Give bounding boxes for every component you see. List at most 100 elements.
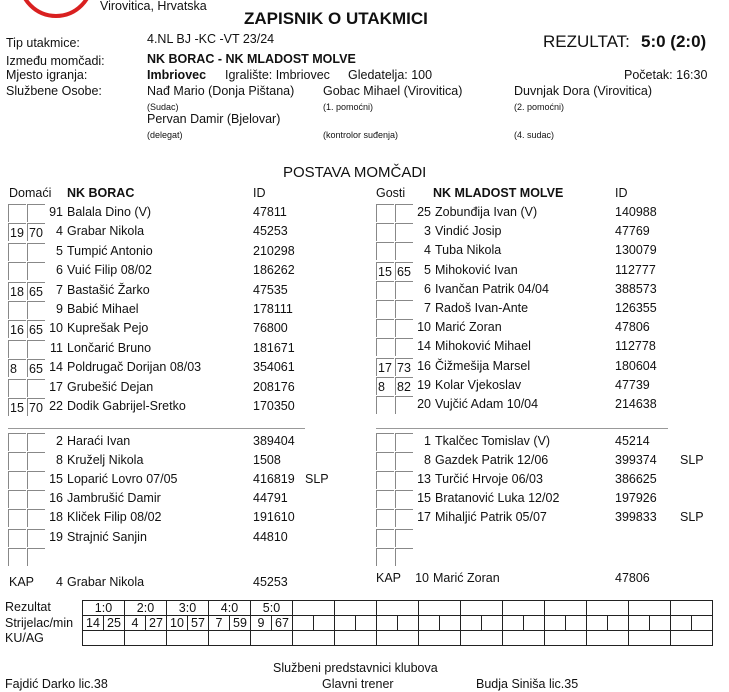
shirt-number: 17 (49, 379, 63, 394)
result-cell (460, 600, 503, 616)
scorer-cell (649, 615, 671, 631)
sub-out-box (27, 528, 45, 547)
result-cell (670, 600, 713, 616)
sub-in-box (376, 528, 394, 547)
player-name: Balala Dino (V) (67, 205, 152, 219)
sub-out-box: 82 (395, 376, 413, 395)
official-name: Duvnjak Dora (Virovitica) (514, 84, 653, 98)
player-name: Grubešić Dejan (67, 379, 154, 394)
result-cell: 4:0 (208, 600, 251, 616)
player-name: Mihoković Ivan (435, 262, 518, 277)
scorer-cell (691, 615, 713, 631)
venue-value: Imbriovec (147, 68, 207, 82)
player-name: Tuba Nikola (435, 243, 502, 258)
player-note: SLP (680, 510, 704, 525)
player-id: 186262 (253, 263, 295, 278)
scorer-cell (292, 615, 314, 631)
result-cell (376, 600, 419, 616)
sub-out-box (395, 452, 413, 471)
sub-in-box (8, 547, 26, 566)
sub-out-box (395, 528, 413, 547)
home-team: NK BORAC (67, 186, 135, 200)
away-divider (376, 428, 668, 429)
ku-ag-cell (670, 630, 713, 646)
sub-in-box (376, 319, 394, 338)
shirt-number: 15 (49, 472, 63, 487)
ku-ag-cell (460, 630, 503, 646)
ku-ag-cell (502, 630, 545, 646)
away-team: NK MLADOST MOLVE (433, 186, 564, 200)
shirt-number: 8 (424, 453, 431, 468)
sub-in-box (376, 338, 394, 357)
player-name: Strajnić Sanjin (67, 529, 147, 544)
sub-out-box (27, 204, 45, 222)
scorer-cell: 10 (166, 615, 188, 631)
teams-value: NK BORAC - NK MLADOST MOLVE (147, 52, 356, 66)
sub-in-box (8, 509, 26, 528)
sub-in-box (8, 471, 26, 490)
shirt-number: 16 (49, 491, 63, 506)
shirt-number: 13 (417, 472, 431, 487)
footer-title: Službeni predstavnici klubova (273, 661, 438, 675)
scorer-cell (544, 615, 566, 631)
player-name: Haraći Ivan (67, 434, 131, 448)
scorer-cell (607, 615, 629, 631)
shirt-number: 4 (56, 224, 63, 239)
shirt-number: 22 (49, 399, 63, 413)
player-id: 178111 (253, 302, 293, 316)
sub-out-box (27, 433, 45, 451)
away-id-header: ID (615, 186, 628, 200)
home-captain-name: Grabar Nikola (67, 575, 145, 589)
shirt-number: 19 (49, 529, 63, 544)
player-note: SLP (680, 453, 704, 468)
player-id: 76800 (253, 321, 288, 336)
shirt-number: 6 (56, 263, 63, 278)
player-name: Bratanović Luka 12/02 (435, 491, 560, 506)
sub-out-box: 70 (27, 223, 45, 242)
sub-in-box: 8 (376, 376, 394, 395)
sub-out-box (395, 300, 413, 318)
ku-ag-cell (124, 630, 167, 646)
player-id: 210298 (253, 243, 295, 258)
sub-out-box: 65 (27, 359, 45, 378)
sub-in-box (8, 262, 26, 281)
player-id: 399374 (615, 453, 657, 468)
away-captain-id: 47806 (615, 571, 650, 585)
sub-out-box (27, 547, 45, 566)
ku-ag-cell (82, 630, 125, 646)
scorer-cell: 27 (145, 615, 167, 631)
scorer-cell (586, 615, 608, 631)
scorer-cell (397, 615, 419, 631)
official-role: (kontrolor suđenja) (323, 130, 399, 140)
sub-out-box (27, 301, 45, 319)
shirt-number: 10 (49, 321, 63, 336)
shirt-number: 4 (424, 243, 431, 258)
sub-in-box (376, 509, 394, 528)
sub-out-box (27, 509, 45, 528)
sub-in-box: 8 (8, 359, 26, 378)
official-role: (Sudac) (147, 102, 179, 112)
shirt-number: 10 (417, 320, 431, 335)
sub-in-box: 19 (8, 223, 26, 242)
shirt-number: 19 (417, 377, 431, 392)
player-name: Lončarić Bruno (67, 340, 152, 355)
player-id: 1508 (253, 453, 281, 468)
ku-ag-cell (334, 630, 377, 646)
sub-out-box (27, 490, 45, 509)
ku-ag-cell (166, 630, 209, 646)
sub-out-box: 73 (395, 357, 413, 376)
sub-in-box: 15 (8, 398, 26, 416)
player-id: 47739 (615, 377, 650, 392)
sub-out-box (395, 509, 413, 528)
player-name: Kuprešak Pejo (67, 321, 149, 336)
player-id: 112777 (615, 262, 656, 277)
scorer-cell (628, 615, 650, 631)
sub-out-box (395, 490, 413, 509)
sub-in-box (376, 223, 394, 242)
player-name: Vindić Josip (435, 224, 502, 239)
representative-role: Glavni trener (322, 677, 394, 691)
location: Virovitica, Hrvatska (100, 0, 207, 13)
player-id: 170350 (253, 399, 295, 413)
shirt-number: 20 (417, 397, 431, 411)
sub-out-box (395, 433, 413, 451)
